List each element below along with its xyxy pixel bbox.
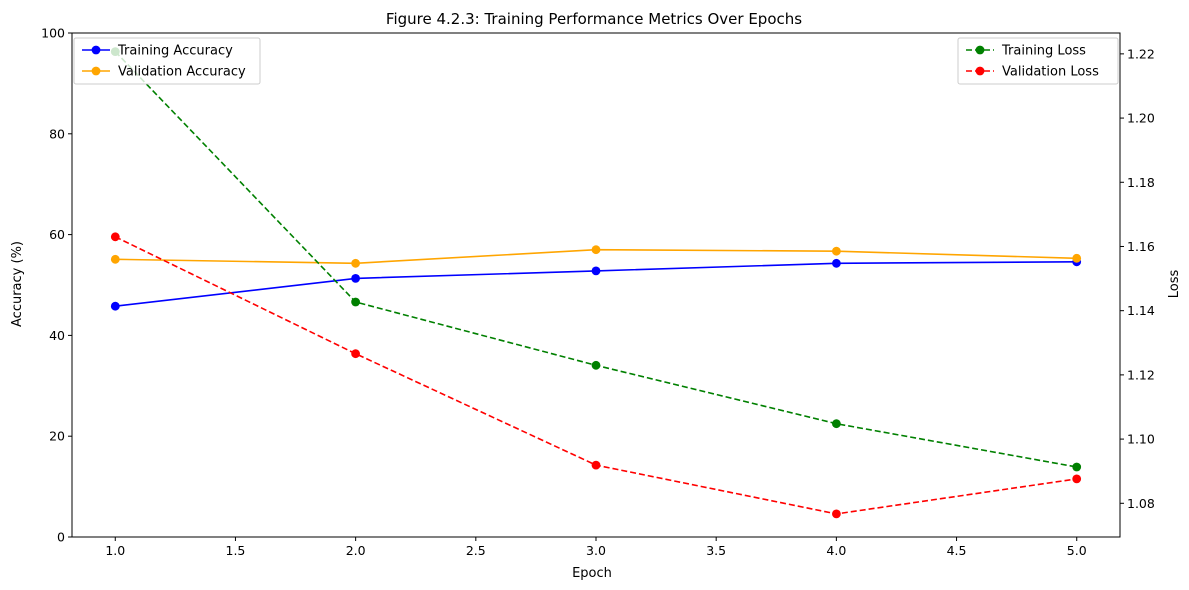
y2-tick-label: 1.12 (1127, 367, 1155, 382)
data-point-validation-loss (1072, 474, 1082, 484)
data-point-validation-accuracy (351, 258, 360, 268)
data-point-training-accuracy (591, 266, 601, 276)
data-point-validation-accuracy (832, 246, 841, 256)
legend-marker-validation-accuracy (91, 66, 101, 76)
x-tick-label: 4.5 (947, 543, 967, 558)
series-training-accuracy (110, 257, 1082, 311)
data-point-validation-loss (591, 460, 601, 470)
legend-label-training-loss: Training Loss (1001, 44, 1086, 59)
data-point-training-loss (832, 419, 841, 429)
y2-tick-label: 1.14 (1127, 303, 1155, 318)
x-tick-label: 1.5 (226, 543, 246, 558)
y2-tick-label: 1.08 (1127, 496, 1155, 511)
data-point-training-accuracy (351, 274, 360, 283)
series-training-loss (110, 47, 1082, 472)
y-axis-title: Accuracy (%) (10, 241, 25, 327)
x-axis-title: Epoch (572, 566, 612, 581)
data-point-training-loss (351, 297, 360, 307)
legend-upper-right: Training Loss Validation Loss (957, 37, 1119, 85)
y2-axis-title: Loss (1167, 270, 1182, 299)
chart-title: Figure 4.2.3: Training Performance Metri… (386, 10, 802, 28)
data-point-validation-loss (110, 232, 120, 242)
data-point-training-loss (1072, 462, 1082, 472)
x-tick-label: 5.0 (1067, 543, 1087, 558)
series-validation-loss (110, 232, 1082, 519)
data-point-validation-accuracy (110, 254, 120, 264)
series-line-validation-loss (114, 236, 1077, 515)
legend-box (957, 37, 1119, 85)
data-point-training-accuracy (832, 258, 841, 268)
x-tick-label: 2.5 (466, 543, 486, 558)
y2-tick-label: 1.20 (1127, 111, 1155, 126)
x-tick-label: 4.0 (826, 543, 846, 558)
data-point-training-loss (591, 360, 601, 370)
legend-label-validation-loss: Validation Loss (1002, 65, 1099, 80)
x-tick-label: 3.0 (586, 543, 606, 558)
data-point-training-accuracy (110, 301, 120, 311)
data-point-validation-loss (351, 349, 360, 359)
series-line-training-loss (114, 51, 1077, 468)
series-validation-accuracy (110, 245, 1082, 268)
y2-tick-label: 1.10 (1127, 432, 1155, 447)
data-point-validation-accuracy (1072, 253, 1082, 263)
data-point-validation-accuracy (591, 245, 601, 255)
legend-marker-training-accuracy (91, 45, 101, 55)
y-tick-label: 0 (57, 530, 65, 545)
legend-upper-left: Training Accuracy Validation Accuracy (73, 37, 261, 85)
legend-label-validation-accuracy: Validation Accuracy (118, 65, 246, 80)
legend-marker-training-loss (975, 45, 985, 55)
y-tick-label: 60 (49, 227, 65, 242)
data-point-validation-loss (832, 509, 841, 519)
legend-label-training-accuracy: Training Accuracy (117, 44, 233, 59)
axes-layer: 1.0 1.5 2.0 2.5 3.0 3.5 4.0 4.5 5.0 0 20 40 60 80 100 1… (41, 26, 1155, 559)
x-tick-label: 3.5 (706, 543, 726, 558)
y2-tick-label: 1.18 (1127, 175, 1155, 190)
y-tick-label: 80 (49, 126, 65, 141)
y-tick-label: 100 (41, 26, 65, 41)
legend-marker-validation-loss (975, 66, 985, 76)
y-tick-label: 20 (49, 429, 65, 444)
legend-box (73, 37, 261, 85)
y2-tick-label: 1.16 (1127, 239, 1155, 254)
x-tick-label: 2.0 (346, 543, 366, 558)
x-tick-label: 1.0 (105, 543, 125, 558)
y2-tick-label: 1.22 (1127, 46, 1155, 61)
y-tick-label: 40 (49, 328, 65, 343)
series-layer (110, 47, 1082, 519)
